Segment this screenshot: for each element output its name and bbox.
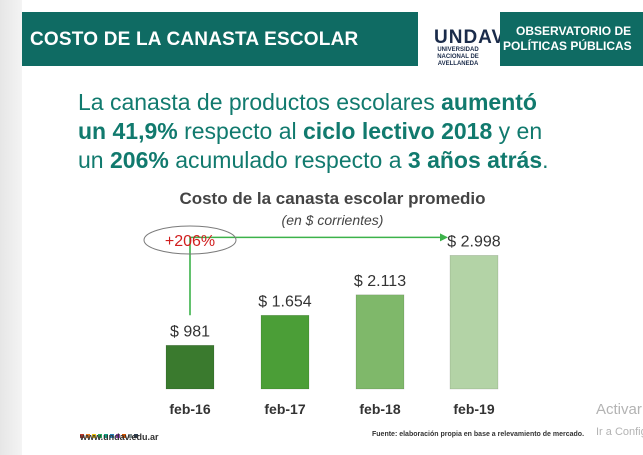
header-banner: COSTO DE LA CANASTA ESCOLAR <box>22 12 418 66</box>
headline-bold-1: aumentó <box>441 89 537 115</box>
observatory-banner: OBSERVATORIO DE POLÍTICAS PÚBLICAS <box>500 12 643 66</box>
headline: La canasta de productos escolares aument… <box>78 88 638 175</box>
category-label-feb-19: feb-19 <box>453 401 494 417</box>
logo-line-3: AVELLANEDA <box>437 61 479 67</box>
footer-dot-5 <box>110 434 114 438</box>
undav-logo: UNDAV UNIVERSIDAD NACIONAL DE AVELLANEDA <box>424 0 504 80</box>
observatory-line-2: POLÍTICAS PÚBLICAS <box>503 39 632 53</box>
footer-source: Fuente: elaboración propia en base a rel… <box>372 431 585 438</box>
footer-dot-7 <box>122 434 126 438</box>
value-label-feb-16: $ 981 <box>170 323 210 340</box>
growth-label: +206% <box>165 233 215 250</box>
value-label-feb-17: $ 1.654 <box>258 293 311 310</box>
left-decorative-band <box>0 0 22 455</box>
headline-text-1: La canasta de productos escolares <box>78 89 442 115</box>
headline-text-4: un <box>78 147 110 173</box>
footer-dot-8 <box>128 434 132 438</box>
value-label-feb-18: $ 2.113 <box>354 273 406 290</box>
logo-line-2: NACIONAL DE <box>437 54 479 60</box>
bar-feb-19 <box>449 255 499 390</box>
logo-line-1: UNIVERSIDAD <box>437 47 479 53</box>
headline-text-3: y en <box>492 118 543 144</box>
headline-bold-4: 206% <box>109 147 169 173</box>
growth-connector-line <box>189 236 440 316</box>
category-label-feb-16: feb-16 <box>169 401 210 417</box>
headline-line-2: un 41,9% respecto al ciclo lectivo 2018 … <box>78 117 638 146</box>
watermark-line-1: Activar Windows <box>596 401 643 418</box>
logo-subtitle: UNIVERSIDAD NACIONAL DE AVELLANEDA <box>428 47 488 68</box>
footer-dot-0 <box>80 434 84 438</box>
category-label-feb-18: feb-18 <box>359 401 400 417</box>
headline-line-3: un 206% acumulado respecto a 3 años atrá… <box>78 146 638 175</box>
footer-color-dots <box>80 425 140 438</box>
headline-text-2: respecto al <box>177 118 304 144</box>
value-label-feb-19: $ 2.998 <box>447 233 500 250</box>
observatory-line-1: OBSERVATORIO DE <box>516 24 632 38</box>
growth-label-ellipse <box>143 225 237 255</box>
chart-title: Costo de la canasta escolar promedio <box>179 189 486 208</box>
category-label-feb-17: feb-17 <box>264 401 305 417</box>
footer-url: www.undav.edu.ar <box>80 432 159 442</box>
footer-dot-4 <box>104 434 108 438</box>
headline-text-6: . <box>542 147 549 173</box>
headline-text-5: acumulado respecto a <box>168 147 408 173</box>
logo-mark: UNDAV <box>434 27 506 48</box>
bar-feb-16 <box>165 344 215 390</box>
footer-dot-6 <box>116 434 120 438</box>
headline-bold-3: ciclo lectivo 2018 <box>303 118 493 144</box>
growth-arrowhead <box>440 233 448 242</box>
footer-dot-1 <box>86 434 90 438</box>
headline-bold-5: 3 años atrás <box>407 147 543 173</box>
page-title: COSTO DE LA CANASTA ESCOLAR <box>30 29 359 50</box>
headline-bold-2: un 41,9% <box>78 118 178 144</box>
chart-subtitle: (en $ corrientes) <box>281 212 384 228</box>
headline-line-1: La canasta de productos escolares aument… <box>78 88 638 117</box>
watermark-line-2: Ir a Configuración para activar Windows. <box>596 426 643 438</box>
windows-activation-watermark: Activar Windows Ir a Configuración para … <box>596 400 643 444</box>
footer-dot-3 <box>98 434 102 438</box>
bar-feb-18 <box>355 294 405 390</box>
footer-dot-9 <box>134 434 138 438</box>
footer-dot-2 <box>92 434 96 438</box>
bar-feb-17 <box>260 314 310 390</box>
